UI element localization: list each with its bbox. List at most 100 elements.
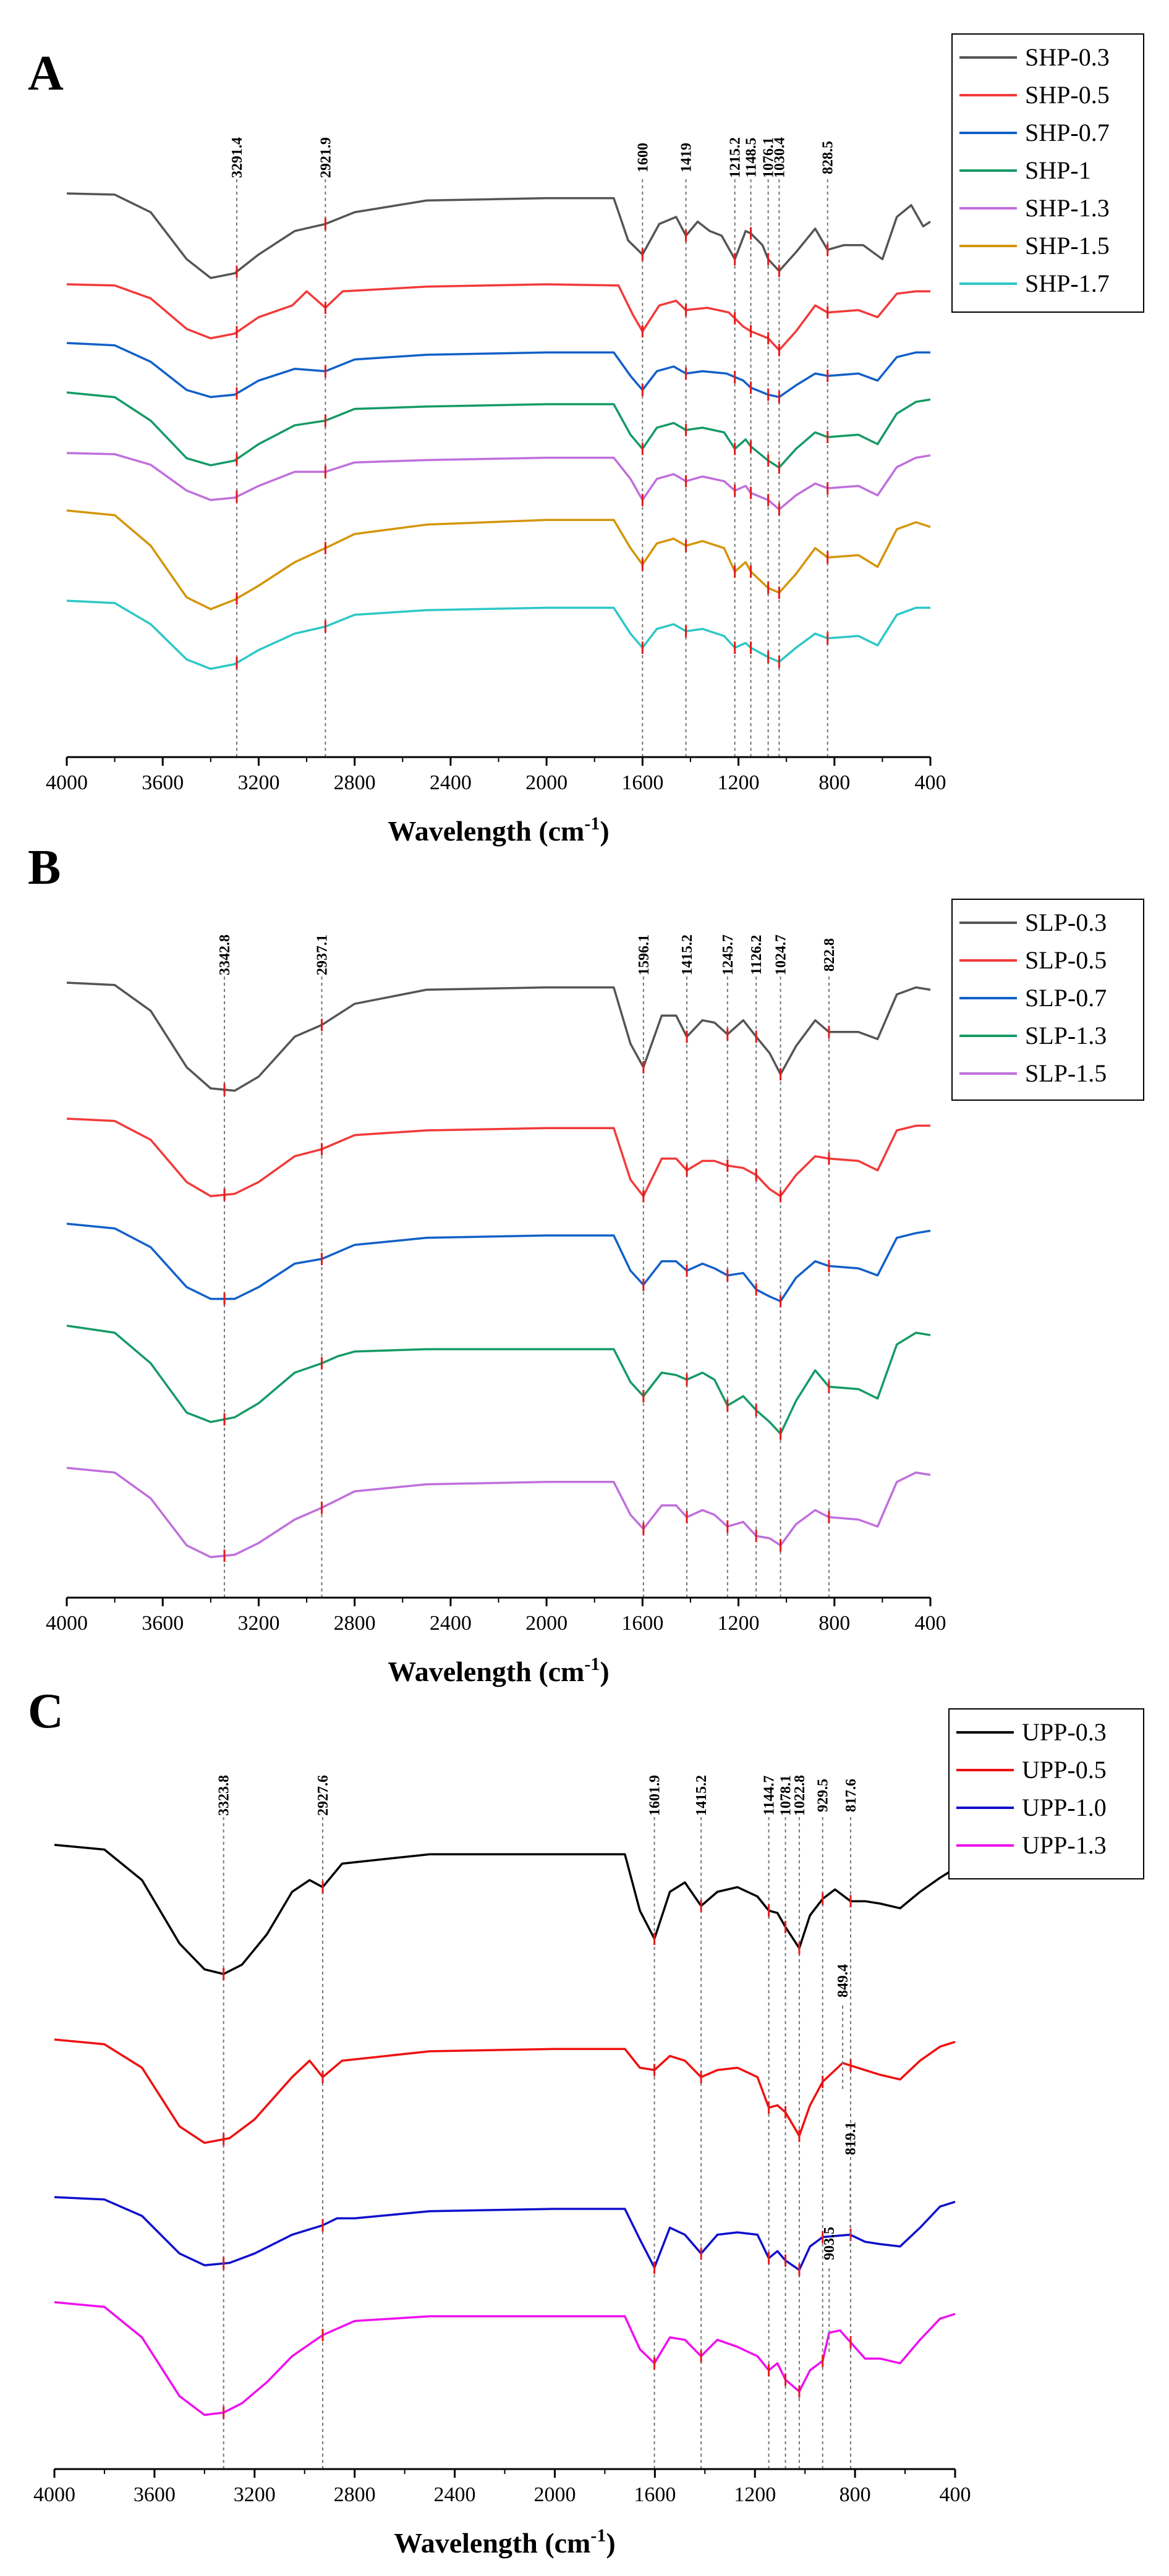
annotation-label: 819.1	[843, 2122, 859, 2155]
x-tick-label: 3600	[134, 2483, 176, 2506]
x-tick-label: 4000	[33, 2483, 75, 2506]
x-tick-label: 2000	[525, 771, 567, 794]
legend-box	[951, 899, 1144, 1101]
spectrum-SHP-0.5	[66, 283, 930, 352]
peak-label: 1600	[635, 143, 651, 172]
legend-entry: SLP-1.3	[1025, 1022, 1107, 1049]
x-axis-title: Wavelength (cm-1)	[388, 813, 609, 847]
legend-entry: SLP-1.5	[1025, 1059, 1107, 1087]
peak-label: 1601.9	[647, 1775, 663, 1816]
spectrum-SHP-1	[66, 391, 931, 469]
x-tick-label: 2400	[430, 1612, 472, 1635]
legend-entry: SHP-1	[1025, 156, 1091, 184]
annotation-label: 849.4	[835, 1964, 851, 1998]
x-tick-label: 2800	[334, 2483, 376, 2506]
legend: SHP-0.3 SHP-0.5 SHP-0.7 SHP-1 SHP-1.3 SHP-1.5…	[951, 33, 1144, 313]
x-tick-label: 400	[915, 1612, 946, 1635]
x-axis-title: Wavelength (cm-1)	[388, 1654, 609, 1687]
legend-entry: UPP-1.3	[1022, 1831, 1107, 1859]
peak-label: 1078.1	[778, 1775, 794, 1816]
x-tick-label: 2400	[430, 771, 472, 794]
peak-label: 2927.6	[315, 1775, 331, 1816]
spectrum-SHP-1.3	[66, 452, 931, 511]
x-tick-label: 3600	[142, 1612, 184, 1635]
legend-entry: SHP-0.7	[1025, 119, 1110, 146]
spectrum-UPP-1.0	[54, 2196, 956, 2271]
x-tick-label: 400	[915, 771, 946, 794]
panel-letter: B	[28, 841, 61, 895]
legend-entry: SLP-0.5	[1025, 946, 1107, 974]
x-tick-label: 1600	[621, 771, 663, 794]
peak-label: 828.5	[820, 141, 836, 174]
legend: UPP-0.3 UPP-0.5 UPP-1.0 UPP-1.3	[948, 1708, 1144, 1879]
spectrum-UPP-0.5	[54, 2038, 956, 2144]
x-tick-label: 2800	[334, 1612, 376, 1635]
peak-label: 817.6	[843, 1779, 859, 1812]
spectrum-SHP-0.7	[66, 342, 930, 399]
x-tick-label: 3200	[237, 1612, 279, 1635]
x-tick-label: 800	[818, 1612, 850, 1635]
peak-label: 3323.8	[216, 1775, 232, 1816]
annotation-label: 903.5	[822, 2227, 838, 2260]
x-tick-label: 2000	[533, 2483, 576, 2506]
x-tick-label: 1200	[718, 771, 760, 794]
panel-B: B 3342.8 2937.1 1596.1 1415.2 1245.7 1126.2 102…	[28, 841, 1144, 1687]
peak-label: 1126.2	[749, 935, 765, 975]
legend-box	[951, 33, 1144, 313]
spectrum-SLP-1.3	[66, 1324, 931, 1435]
spectrum-UPP-1.3	[54, 2301, 956, 2417]
legend-entry: UPP-1.0	[1022, 1794, 1107, 1821]
spectrum-SHP-1.5	[66, 509, 931, 611]
panel-letter: A	[28, 46, 64, 101]
panel-C: C 3323.8 2927.6 1601.9 1415.2 1144.7 1078.1102…	[28, 1684, 1144, 2559]
peak-label: 1024.7	[773, 934, 789, 975]
peak-label: 1076.1	[761, 137, 777, 178]
legend-entry: SHP-0.5	[1025, 81, 1110, 109]
x-tick-label: 1200	[718, 1612, 760, 1635]
peak-label: 1596.1	[636, 934, 652, 975]
spectrum-UPP-0.3	[54, 1844, 956, 1975]
x-tick-label: 2000	[525, 1612, 567, 1635]
x-tick-label: 3200	[234, 2483, 276, 2506]
legend-entry: SHP-0.3	[1025, 43, 1110, 71]
peak-label: 1415.2	[694, 1775, 710, 1816]
peak-label: 1415.2	[679, 934, 695, 975]
peak-label: 1022.8	[792, 1775, 808, 1816]
legend-entry: SLP-0.3	[1025, 909, 1107, 936]
x-tick-label: 4000	[46, 771, 88, 794]
peak-label: 2937.1	[314, 934, 330, 975]
legend-entry: SHP-1.3	[1025, 194, 1110, 222]
peak-label: 1144.7	[762, 1776, 778, 1816]
legend-entry: SLP-0.7	[1025, 984, 1107, 1012]
peak-label: 1148.5	[744, 138, 760, 178]
peak-label: 1419	[679, 143, 695, 172]
x-tick-label: 3200	[237, 771, 279, 794]
peak-label: 1245.7	[720, 934, 736, 975]
x-tick-label: 400	[940, 2483, 971, 2506]
peak-label: 3291.4	[229, 137, 245, 178]
x-axis-title: Wavelength (cm-1)	[394, 2525, 615, 2559]
peak-label: 3342.8	[217, 934, 233, 975]
legend-box	[948, 1708, 1144, 1879]
legend: SLP-0.3 SLP-0.5 SLP-0.7 SLP-1.3 SLP-1.5	[951, 899, 1144, 1101]
x-tick-label: 1600	[621, 1612, 663, 1635]
legend-entry: UPP-0.5	[1022, 1756, 1107, 1784]
panel-letter: C	[28, 1684, 64, 1739]
x-tick-label: 4000	[46, 1612, 88, 1635]
spectrum-SHP-0.3	[66, 192, 931, 279]
peak-label: 1030.4	[772, 137, 788, 178]
peak-label: 822.8	[822, 938, 838, 972]
legend-entry: SHP-1.5	[1025, 232, 1110, 260]
spectrum-SHP-1.7	[66, 600, 930, 670]
x-tick-label: 1600	[634, 2483, 676, 2506]
spectrum-SLP-0.5	[66, 1117, 930, 1198]
peak-label: 2921.9	[318, 137, 334, 178]
peak-label: 1215.2	[728, 137, 744, 178]
spectrum-SLP-0.3	[66, 981, 931, 1092]
x-tick-label: 800	[818, 771, 850, 794]
legend-entry: UPP-0.3	[1022, 1718, 1107, 1746]
x-tick-label: 800	[840, 2483, 871, 2506]
x-tick-label: 1200	[734, 2483, 776, 2506]
spectrum-SLP-0.7	[66, 1222, 931, 1303]
